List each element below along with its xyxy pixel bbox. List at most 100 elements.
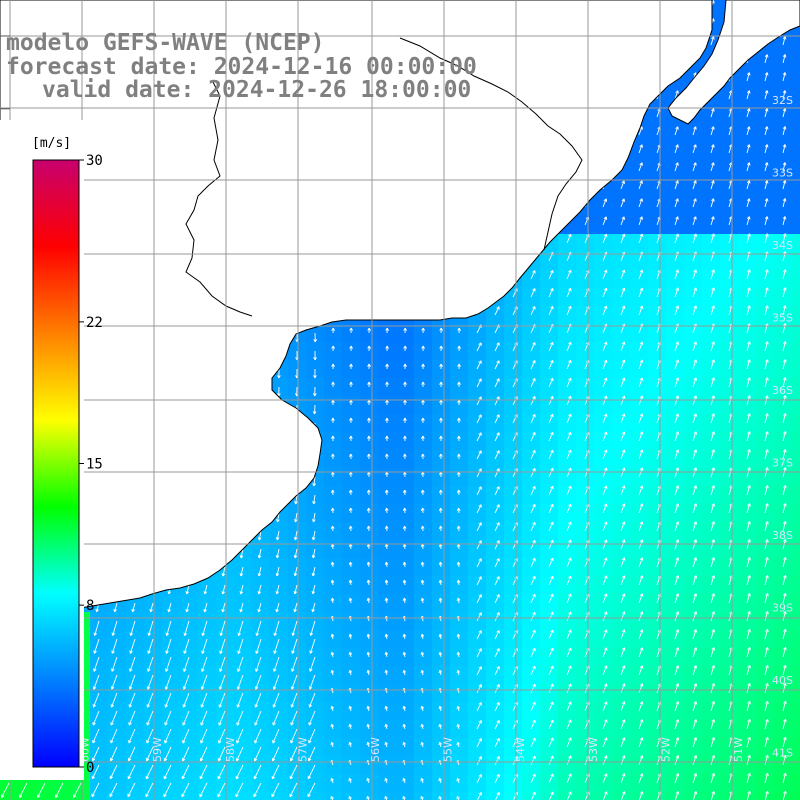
field-cell — [558, 396, 577, 415]
field-cell — [360, 342, 379, 361]
field-cell — [504, 522, 523, 541]
field-cell — [666, 486, 685, 505]
field-cell — [576, 468, 595, 487]
field-cell — [702, 486, 721, 505]
field-cell — [432, 540, 451, 559]
field-cell — [504, 540, 523, 559]
field-cell — [360, 540, 379, 559]
field-cell — [612, 414, 631, 433]
field-cell — [774, 396, 793, 415]
field-cell — [774, 504, 793, 523]
field-cell — [486, 378, 505, 397]
field-cell — [378, 630, 397, 649]
field-cell — [738, 666, 757, 685]
field-cell — [594, 738, 613, 757]
field-cell — [612, 468, 631, 487]
field-cell — [666, 594, 685, 613]
field-cell — [522, 594, 541, 613]
field-cell — [684, 252, 703, 271]
field-cell — [756, 54, 775, 73]
field-cell — [738, 774, 757, 793]
field-cell — [486, 432, 505, 451]
field-cell — [396, 486, 415, 505]
field-cell — [522, 432, 541, 451]
field-cell — [414, 468, 433, 487]
field-cell — [414, 522, 433, 541]
field-cell — [702, 360, 721, 379]
field-cell — [450, 684, 469, 703]
field-cell — [792, 306, 800, 325]
field-cell — [432, 702, 451, 721]
field-cell — [522, 396, 541, 415]
field-cell — [486, 342, 505, 361]
field-cell — [756, 198, 775, 217]
field-cell — [648, 702, 667, 721]
field-cell — [522, 756, 541, 775]
field-cell — [720, 612, 739, 631]
field-cell — [558, 558, 577, 577]
field-cell — [396, 324, 415, 343]
field-cell — [684, 738, 703, 757]
field-cell — [756, 360, 775, 379]
field-cell — [756, 738, 775, 757]
field-cell — [756, 414, 775, 433]
field-cell — [738, 396, 757, 415]
field-cell — [576, 504, 595, 523]
field-cell — [702, 504, 721, 523]
field-cell — [594, 792, 613, 800]
field-cell — [90, 792, 109, 800]
field-cell — [324, 666, 343, 685]
field-cell — [720, 378, 739, 397]
field-cell — [324, 648, 343, 667]
field-cell — [450, 450, 469, 469]
field-cell — [684, 414, 703, 433]
field-cell — [666, 720, 685, 739]
field-cell — [576, 396, 595, 415]
field-cell — [684, 648, 703, 667]
field-cell — [558, 378, 577, 397]
field-cell — [324, 702, 343, 721]
field-cell — [792, 540, 800, 559]
field-cell — [630, 702, 649, 721]
field-cell — [666, 180, 685, 199]
field-cell — [432, 576, 451, 595]
field-cell — [666, 414, 685, 433]
field-cell — [576, 612, 595, 631]
field-cell — [540, 684, 559, 703]
field-cell — [720, 756, 739, 775]
field-cell — [36, 792, 55, 800]
field-cell — [522, 450, 541, 469]
field-cell — [792, 252, 800, 271]
wind-arrow — [782, 72, 787, 82]
field-cell — [360, 612, 379, 631]
field-cell — [702, 540, 721, 559]
field-cell — [648, 378, 667, 397]
field-cell — [774, 774, 793, 793]
field-cell — [432, 756, 451, 775]
field-cell — [594, 774, 613, 793]
field-cell — [648, 108, 667, 127]
field-cell — [756, 144, 775, 163]
field-cell — [576, 252, 595, 271]
field-cell — [576, 522, 595, 541]
field-cell — [792, 720, 800, 739]
field-cell — [378, 576, 397, 595]
field-cell — [468, 378, 487, 397]
field-cell — [720, 576, 739, 595]
field-cell — [504, 612, 523, 631]
field-cell — [522, 468, 541, 487]
field-cell — [486, 774, 505, 793]
field-cell — [756, 288, 775, 307]
field-cell — [378, 396, 397, 415]
field-cell — [594, 612, 613, 631]
field-cell — [432, 684, 451, 703]
field-cell — [594, 540, 613, 559]
field-cell — [738, 594, 757, 613]
field-cell — [612, 324, 631, 343]
field-cell — [612, 630, 631, 649]
field-cell — [432, 594, 451, 613]
field-cell — [504, 666, 523, 685]
field-cell — [666, 792, 685, 800]
field-cell — [774, 36, 793, 55]
field-cell — [648, 414, 667, 433]
